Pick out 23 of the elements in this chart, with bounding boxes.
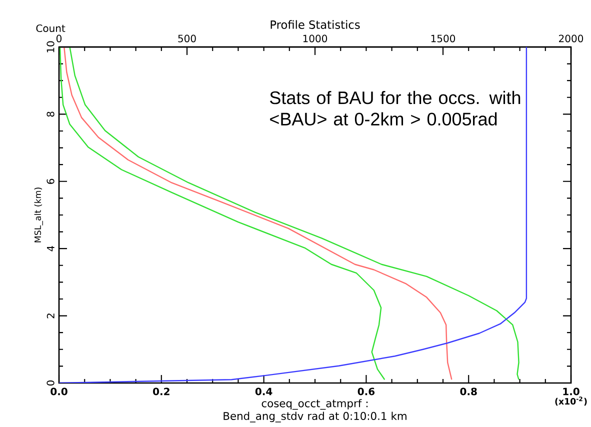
x-tick-label: 0.6 [358, 388, 375, 396]
x2-tick-label: 2000 [559, 34, 584, 42]
y-tick-label: 8 [46, 112, 54, 117]
y-tick-label: 6 [46, 178, 54, 184]
annotation: Stats of BAU for the occs. with <BAU> at 0-2km > 0.005rad [270, 90, 520, 126]
x2-tick-label: 500 [178, 34, 196, 42]
x2-axis-title: Count [36, 24, 66, 32]
x-tick-label: 1.0 [563, 388, 580, 396]
y-tick-label: 0 [46, 380, 54, 386]
y-axis-title: MSL_alt (km) [34, 188, 43, 242]
chart-title: Profile Statistics [270, 20, 360, 29]
x-tick-label: 0.0 [50, 388, 68, 396]
x-tick-label: 0.2 [153, 388, 170, 396]
y-tick-label: 4 [47, 246, 54, 252]
y-tick-label: 2 [46, 314, 54, 318]
x2-tick-label: 1000 [303, 34, 328, 42]
x2-tick-label: 0 [56, 34, 62, 42]
x-tick-label: 0.4 [255, 388, 272, 396]
x-axis-title: coseq_occt_atmprf : Bend_ang_stdv rad at 0:10:0.1 km [224, 399, 406, 422]
x2-tick-label: 1500 [431, 34, 456, 42]
x-tick-label: 0.8 [460, 388, 477, 396]
text: (x10$^{-2}$) [555, 396, 587, 406]
y-tick-label: 10 [46, 41, 54, 52]
